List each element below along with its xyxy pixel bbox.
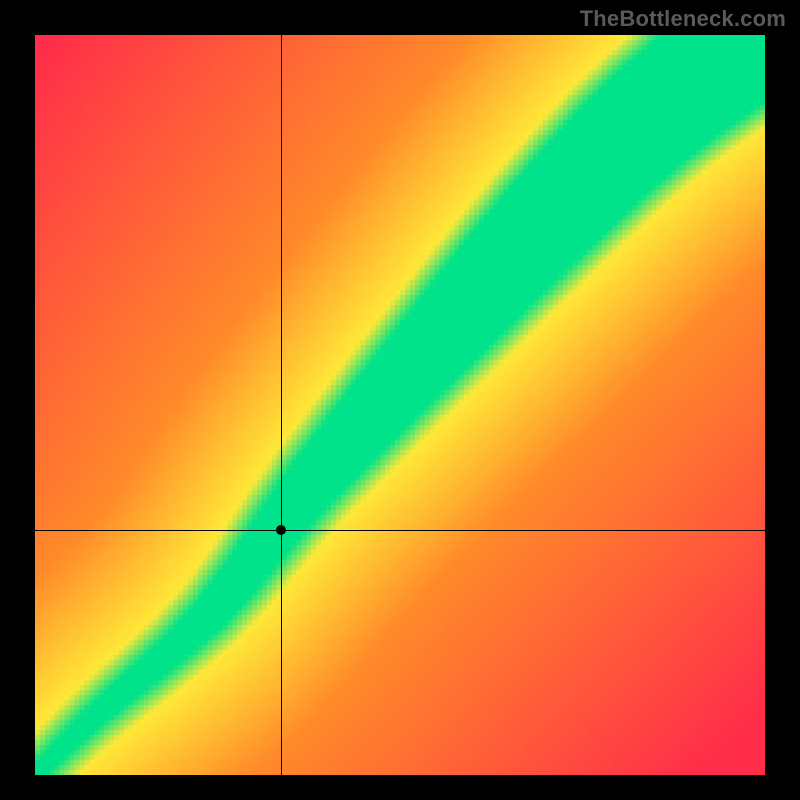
heatmap-canvas — [35, 35, 765, 775]
chart-container: { "watermark": { "text": "TheBottleneck.… — [0, 0, 800, 800]
crosshair-vertical — [281, 35, 282, 775]
crosshair-horizontal — [35, 530, 765, 531]
watermark-text: TheBottleneck.com — [580, 6, 786, 32]
heatmap-plot — [35, 35, 765, 775]
crosshair-marker — [276, 525, 286, 535]
